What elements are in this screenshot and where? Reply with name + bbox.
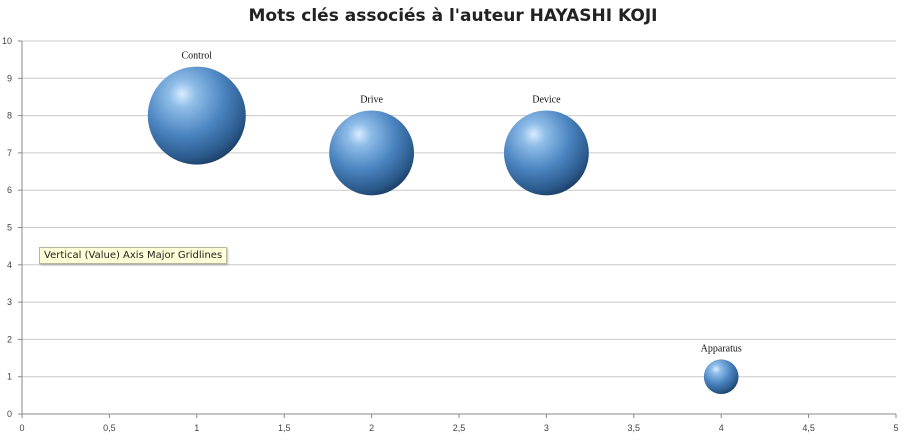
x-axis-tick-labels: 0 0,5 1 1,5 2 2,5 3 3,5 4 4,5 5	[19, 423, 898, 433]
bubbles	[147, 66, 739, 395]
x-tick-label: 2,5	[453, 423, 466, 433]
x-tick-label: 2	[369, 423, 374, 433]
bubble-drive[interactable]	[329, 110, 415, 196]
bubble-device[interactable]	[503, 110, 589, 196]
y-axis-tick-labels: 0 1 2 3 4 5 6 7 8 9 10	[2, 36, 12, 419]
x-tick-label: 1	[194, 423, 199, 433]
axes	[18, 40, 897, 418]
y-tick-label: 0	[7, 409, 12, 419]
y-tick-label: 9	[7, 73, 12, 83]
y-tick-label: 1	[7, 372, 12, 382]
y-tick-label: 7	[7, 148, 12, 158]
x-tick-label: 5	[893, 423, 898, 433]
y-tick-label: 10	[2, 36, 12, 46]
bubble-control[interactable]	[147, 66, 246, 165]
x-tick-label: 0,5	[103, 423, 116, 433]
bubble-labels: Control Drive Device Apparatus	[182, 51, 742, 355]
y-tick-label: 8	[7, 111, 12, 121]
y-tick-label: 6	[7, 185, 12, 195]
bubble-label: Drive	[360, 94, 383, 105]
chart-title: Mots clés associés à l'auteur HAYASHI KO…	[248, 6, 658, 26]
x-tick-label: 0	[19, 423, 24, 433]
bubble-label: Device	[532, 94, 561, 105]
y-tick-label: 5	[7, 223, 12, 233]
bubble-apparatus[interactable]	[703, 359, 739, 395]
x-tick-label: 4,5	[802, 423, 815, 433]
vertical-axis-major-gridlines[interactable]	[22, 40, 896, 378]
y-tick-label: 4	[7, 260, 12, 270]
bubble-label: Control	[182, 51, 213, 62]
x-tick-label: 4	[719, 423, 724, 433]
y-tick-label: 3	[7, 297, 12, 307]
bubble-label: Apparatus	[701, 343, 742, 354]
x-tick-label: 3	[544, 423, 549, 433]
y-tick-label: 2	[7, 334, 12, 344]
x-tick-label: 3,5	[628, 423, 641, 433]
x-tick-label: 1,5	[278, 423, 291, 433]
tooltip: Vertical (Value) Axis Major Gridlines	[39, 247, 228, 264]
